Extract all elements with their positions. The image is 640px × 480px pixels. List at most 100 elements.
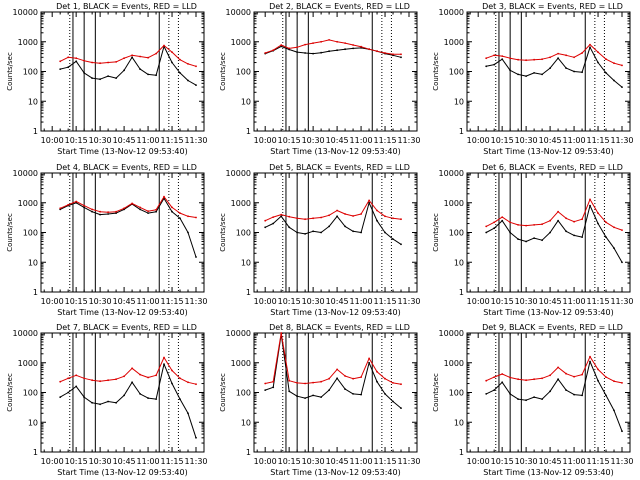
- data-point-lld: [485, 379, 488, 382]
- x-tick-label: 11:30: [184, 136, 207, 145]
- data-point-lld: [589, 198, 591, 201]
- data-point-lld: [368, 357, 370, 360]
- data-point-lld: [352, 215, 354, 217]
- x-tick-label: 11:30: [184, 297, 207, 306]
- data-point-lld: [344, 375, 346, 377]
- data-point-lld: [59, 380, 62, 383]
- data-point-events: [352, 230, 354, 233]
- data-point-lld: [115, 61, 117, 63]
- data-point-lld: [376, 209, 378, 212]
- data-point-events: [517, 73, 519, 76]
- y-axis-label: Counts/sec: [219, 373, 227, 412]
- data-point-lld: [171, 369, 173, 372]
- y-tick-label: 1: [459, 288, 464, 297]
- data-point-events: [272, 386, 275, 389]
- data-point-events: [123, 69, 125, 72]
- data-point-lld: [493, 54, 496, 57]
- plot-frame: [253, 172, 418, 293]
- data-point-lld: [187, 215, 189, 218]
- data-point-lld: [272, 49, 275, 52]
- data-point-events: [320, 231, 322, 234]
- data-point-events: [264, 226, 267, 229]
- data-point-events: [336, 377, 338, 380]
- x-tick-label: 10:45: [113, 297, 136, 306]
- y-tick-label: 10000: [226, 329, 251, 338]
- data-point-lld: [91, 208, 93, 211]
- data-point-lld: [549, 56, 551, 59]
- data-point-events: [328, 225, 330, 228]
- data-point-events: [501, 219, 504, 222]
- data-point-events: [493, 227, 496, 230]
- data-point-lld: [123, 57, 125, 60]
- data-point-lld: [328, 214, 330, 217]
- x-tick-label: 10:15: [278, 457, 301, 466]
- data-point-lld: [368, 199, 370, 202]
- x-tick-label: 10:45: [539, 297, 562, 306]
- y-tick-label: 1000: [18, 359, 38, 368]
- data-point-events: [400, 243, 402, 246]
- data-point-events: [171, 382, 173, 385]
- y-tick-label: 1000: [231, 199, 251, 208]
- x-tick-label: 10:15: [491, 297, 514, 306]
- data-point-lld: [83, 59, 85, 62]
- x-tick-label: 10:45: [539, 457, 562, 466]
- data-point-events: [59, 68, 62, 70]
- y-tick-label: 1: [33, 127, 38, 136]
- data-point-lld: [67, 56, 70, 59]
- data-point-events: [344, 48, 346, 51]
- data-point-lld: [400, 53, 402, 56]
- y-tick-label: 100: [23, 68, 38, 77]
- x-axis-label: Start Time (13-Nov-12 09:53:40): [270, 308, 400, 317]
- data-point-lld: [171, 206, 173, 209]
- y-tick-label: 1: [459, 448, 464, 457]
- data-point-lld: [573, 220, 575, 223]
- data-point-events: [280, 215, 283, 218]
- y-tick-label: 1: [246, 127, 251, 136]
- x-tick-label: 11:30: [610, 457, 633, 466]
- x-tick-label: 11:30: [184, 457, 207, 466]
- x-tick-label: 11:00: [350, 457, 373, 466]
- data-point-lld: [75, 200, 78, 203]
- data-point-lld: [179, 212, 181, 215]
- data-point-lld: [352, 377, 354, 380]
- data-point-lld: [360, 45, 362, 48]
- x-tick-label: 10:45: [113, 136, 136, 145]
- data-point-events: [376, 219, 378, 222]
- x-tick-label: 10:30: [515, 136, 538, 145]
- data-point-events: [155, 210, 158, 213]
- panel-det-5: 1 10 100 1000 10000 10:00 10:15 10:30 10:45 11:00…: [219, 163, 421, 317]
- y-axis-label: Counts/sec: [6, 213, 14, 252]
- y-axis-label: Counts/sec: [432, 52, 440, 91]
- y-axis-label: Counts/sec: [6, 373, 14, 412]
- plot-frame: [253, 11, 418, 132]
- data-point-events: [573, 234, 575, 237]
- data-point-events: [304, 397, 306, 399]
- panel-det-3: 1 10 100 1000 10000 10:00 10:15 10:30 10:45 11:00…: [432, 2, 634, 156]
- data-point-lld: [509, 376, 511, 379]
- panel-title: Det 1, BLACK = Events, RED = LLD: [56, 2, 197, 11]
- data-point-events: [517, 398, 519, 400]
- x-tick-label: 10:00: [41, 297, 64, 306]
- x-tick-label: 10:30: [89, 457, 112, 466]
- data-point-lld: [509, 57, 511, 60]
- data-point-lld: [195, 216, 197, 219]
- y-axis-label: Counts/sec: [6, 52, 14, 91]
- data-point-lld: [485, 225, 488, 228]
- y-tick-label: 10: [28, 258, 38, 267]
- data-point-lld: [605, 58, 607, 61]
- x-axis-label: Start Time (13-Nov-12 09:53:40): [57, 468, 187, 477]
- data-point-events: [75, 60, 78, 63]
- x-axis-label: Start Time (13-Nov-12 09:53:40): [57, 147, 187, 156]
- x-tick-label: 10:45: [539, 136, 562, 145]
- panel-title: Det 4, BLACK = Events, RED = LLD: [56, 163, 197, 172]
- data-point-events: [99, 213, 101, 216]
- data-point-events: [485, 393, 488, 395]
- data-point-lld: [533, 378, 535, 381]
- data-point-events: [304, 52, 306, 54]
- x-tick-label: 10:00: [41, 136, 64, 145]
- data-point-lld: [589, 43, 591, 46]
- data-point-events: [557, 219, 559, 222]
- y-tick-label: 10000: [13, 329, 38, 338]
- data-point-lld: [296, 46, 298, 49]
- data-point-events: [501, 58, 504, 61]
